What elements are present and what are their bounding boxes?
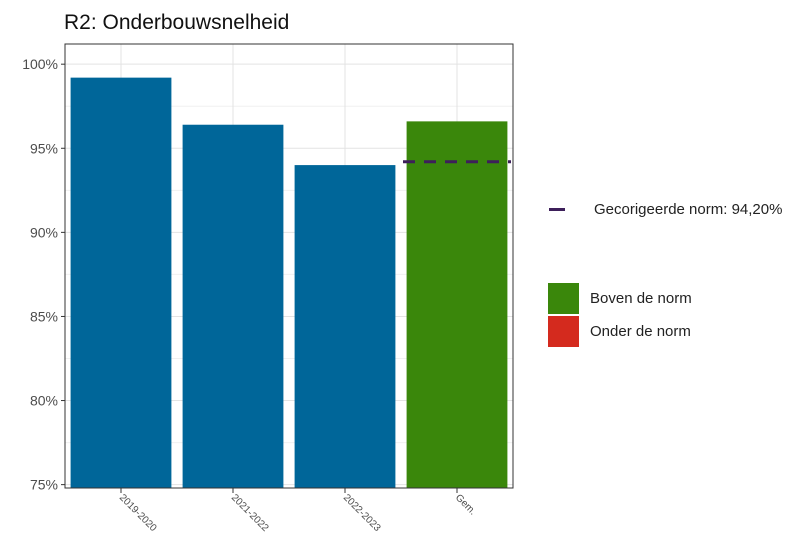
y-tick-label: 95% bbox=[30, 140, 58, 156]
bar-gem bbox=[406, 121, 508, 488]
y-tick-label: 100% bbox=[22, 56, 58, 72]
plot-border bbox=[64, 43, 514, 489]
y-tick-label: 75% bbox=[30, 477, 58, 493]
legend-norm-label: Gecorigeerde norm: 94,20% bbox=[594, 201, 783, 218]
legend-label-onder: Onder de norm bbox=[590, 323, 691, 340]
legend-norm-swatch bbox=[549, 208, 565, 211]
legend-swatch-boven bbox=[548, 283, 579, 314]
x-tick-label: 2019-2020 bbox=[117, 492, 159, 534]
y-tick-label: 90% bbox=[30, 224, 58, 240]
bar-2022-2023 bbox=[294, 165, 396, 488]
chart-title: R2: Onderbouwsnelheid bbox=[64, 11, 289, 34]
x-tick-label: 2021-2022 bbox=[229, 492, 271, 534]
x-tick-label: Gem. bbox=[453, 492, 478, 517]
bar-2019-2020 bbox=[70, 77, 172, 489]
legend-label-boven: Boven de norm bbox=[590, 290, 692, 307]
y-tick-label: 85% bbox=[30, 308, 58, 324]
x-tick-label: 2022-2023 bbox=[341, 492, 383, 534]
legend-swatch-onder bbox=[548, 316, 579, 347]
y-tick-label: 80% bbox=[30, 393, 58, 409]
bar-2021-2022 bbox=[182, 124, 284, 489]
